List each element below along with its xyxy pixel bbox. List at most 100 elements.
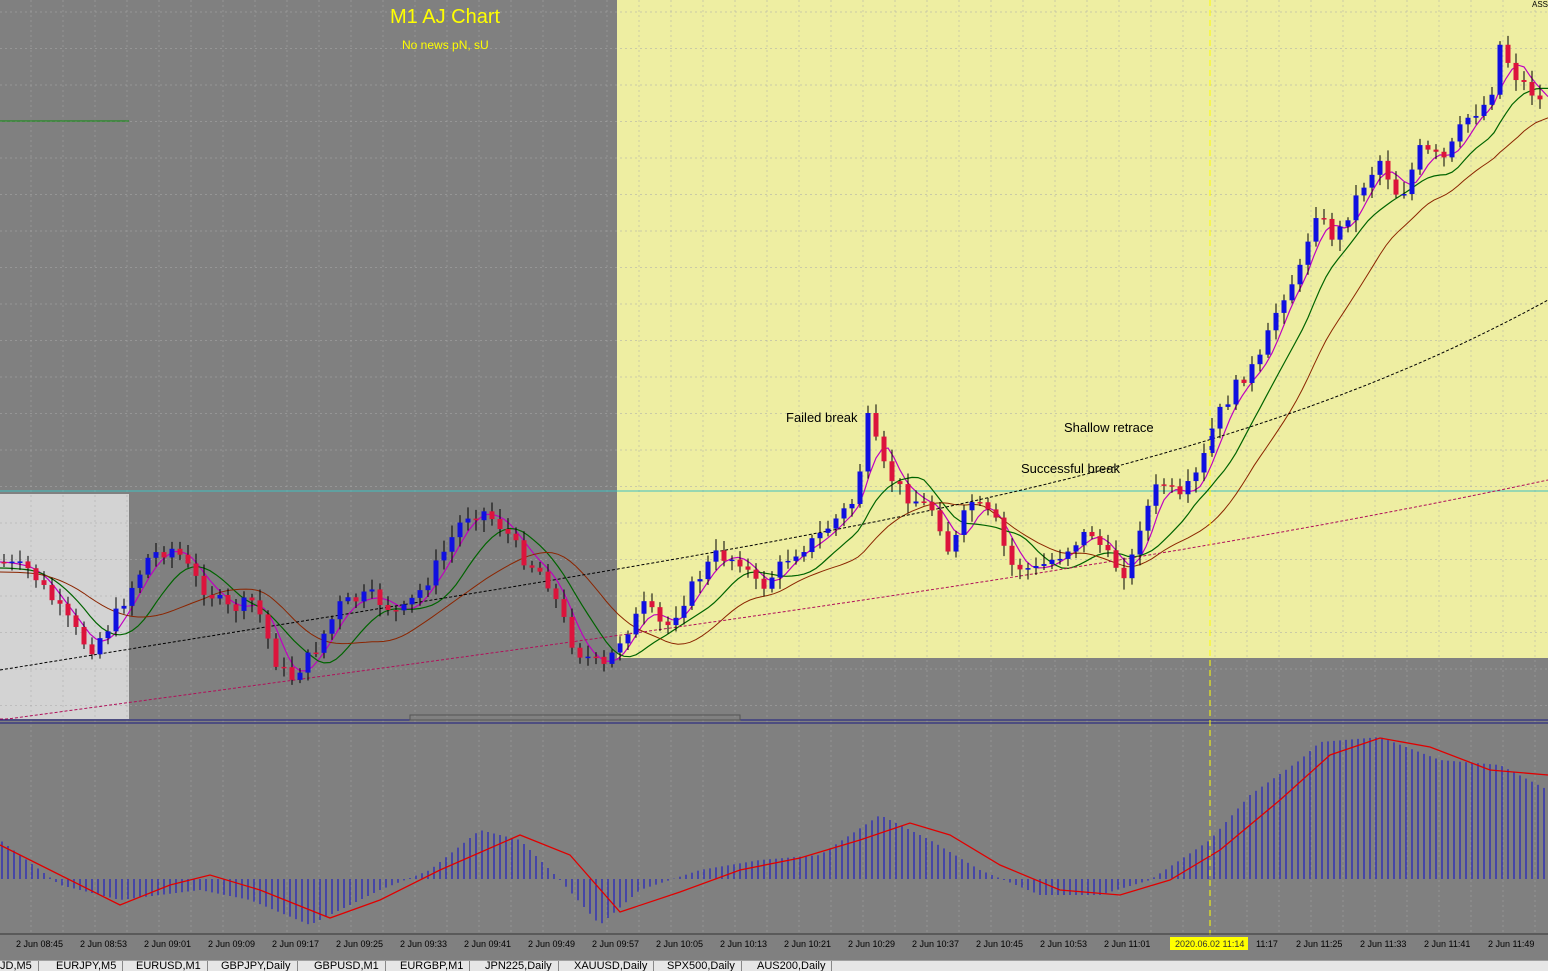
candle-body xyxy=(1321,218,1327,220)
candle-body xyxy=(1009,545,1015,565)
candle-body xyxy=(1385,160,1391,180)
candle-body xyxy=(1433,149,1439,152)
candle-body xyxy=(1217,406,1223,429)
tab-aus200-daily[interactable]: AUS200,Daily xyxy=(757,961,833,971)
candle-body xyxy=(857,471,863,504)
candle-body xyxy=(1521,80,1527,82)
candle-body xyxy=(329,619,335,634)
tab-eurgbp-m1[interactable]: EURGBP,M1 xyxy=(400,961,471,971)
candle-body xyxy=(193,563,199,576)
candle-body xyxy=(905,484,911,504)
time-axis-label: 2 Jun 11:01 xyxy=(1104,939,1150,949)
candle-body xyxy=(361,591,367,602)
time-axis-label: 2 Jun 09:57 xyxy=(592,939,639,949)
candle-body xyxy=(1041,564,1047,566)
candle-body xyxy=(601,656,607,664)
candle-body xyxy=(769,577,775,589)
tab-eurusd-m1[interactable]: EURUSD,M1 xyxy=(136,961,208,971)
candle-body xyxy=(1257,354,1263,365)
candle-body xyxy=(1057,558,1063,561)
ma-slow-line xyxy=(0,117,1548,645)
candle-body xyxy=(417,590,423,598)
candle-body xyxy=(161,552,167,558)
candle-body xyxy=(1513,62,1519,81)
candle-body xyxy=(1489,94,1495,105)
candle-body xyxy=(25,561,31,569)
candle-body xyxy=(257,600,263,615)
candle-body xyxy=(33,568,39,581)
candle-body xyxy=(465,518,471,523)
tab-jd-m5[interactable]: JD,M5 xyxy=(0,961,39,971)
candle-body xyxy=(1145,505,1151,531)
candle-body xyxy=(865,413,871,472)
candle-body xyxy=(1233,379,1239,405)
candle-body xyxy=(1313,218,1319,242)
candle-body xyxy=(817,532,823,539)
candle-body xyxy=(1305,241,1311,265)
cursor-time-label: 2020.06.02 11:14 xyxy=(1175,939,1244,949)
tab-xauusd-daily[interactable]: XAUUSD,Daily xyxy=(574,961,655,971)
candle-body xyxy=(617,643,623,653)
tab-spx500-daily[interactable]: SPX500,Daily xyxy=(667,961,742,971)
candle-body xyxy=(265,614,271,639)
candle-body xyxy=(281,666,287,669)
candle-body xyxy=(993,509,999,518)
candle-body xyxy=(489,511,495,520)
candle-body xyxy=(1201,453,1207,473)
time-axis-label: 2 Jun 10:29 xyxy=(848,939,895,949)
candle-body xyxy=(1361,187,1367,196)
time-axis-label: 2 Jun 09:49 xyxy=(528,939,575,949)
candle-body xyxy=(73,615,79,627)
candle-body xyxy=(737,559,743,567)
candle-body xyxy=(705,561,711,580)
tab-gbpjpy-daily[interactable]: GBPJPY,Daily xyxy=(221,961,298,971)
candle-body xyxy=(697,579,703,582)
candle-body xyxy=(585,656,591,659)
candle-body xyxy=(17,561,23,563)
candle-body xyxy=(113,608,119,632)
candle-body xyxy=(377,589,383,606)
candle-body xyxy=(1337,226,1343,240)
candle-body xyxy=(841,508,847,519)
time-axis-label: 2 Jun 09:41 xyxy=(464,939,511,949)
candle-body xyxy=(633,613,639,635)
candle-body xyxy=(809,538,815,553)
tab-eurjpy-m5[interactable]: EURJPY,M5 xyxy=(56,961,124,971)
candle-body xyxy=(401,604,407,611)
candle-body xyxy=(1081,531,1087,546)
candle-body xyxy=(1209,428,1215,454)
candle-body xyxy=(537,567,543,572)
candle-body xyxy=(1473,115,1479,118)
pre-session-box xyxy=(0,494,129,719)
candle-body xyxy=(513,533,519,541)
candle-body xyxy=(241,597,247,611)
candle-body xyxy=(1153,484,1159,506)
macd-signal-line xyxy=(0,737,1548,919)
candle-body xyxy=(641,601,647,614)
chart-title: M1 AJ Chart xyxy=(390,6,501,28)
legend-box xyxy=(409,714,741,721)
candle-body xyxy=(1129,554,1135,579)
candle-body xyxy=(137,574,143,588)
candle-body xyxy=(1505,44,1511,63)
candle-body xyxy=(433,560,439,586)
tab-jpn225-daily[interactable]: JPN225,Daily xyxy=(485,961,559,971)
candle-body xyxy=(273,638,279,667)
candle-body xyxy=(97,638,103,655)
candle-body xyxy=(425,585,431,591)
candle-body xyxy=(913,501,919,504)
candle-body xyxy=(1113,550,1119,568)
candle-body xyxy=(1281,300,1287,313)
candle-body xyxy=(1225,404,1231,407)
candle-body xyxy=(1025,568,1031,570)
candle-body xyxy=(1017,564,1023,570)
tab-gbpusd-m1[interactable]: GBPUSD,M1 xyxy=(314,961,386,971)
candle-body xyxy=(681,605,687,618)
candle-body xyxy=(345,597,351,602)
candle-body xyxy=(321,633,327,653)
candle-body xyxy=(753,569,759,579)
candle-body xyxy=(929,501,935,511)
candle-body xyxy=(1137,530,1143,555)
candle-body xyxy=(1537,95,1543,100)
